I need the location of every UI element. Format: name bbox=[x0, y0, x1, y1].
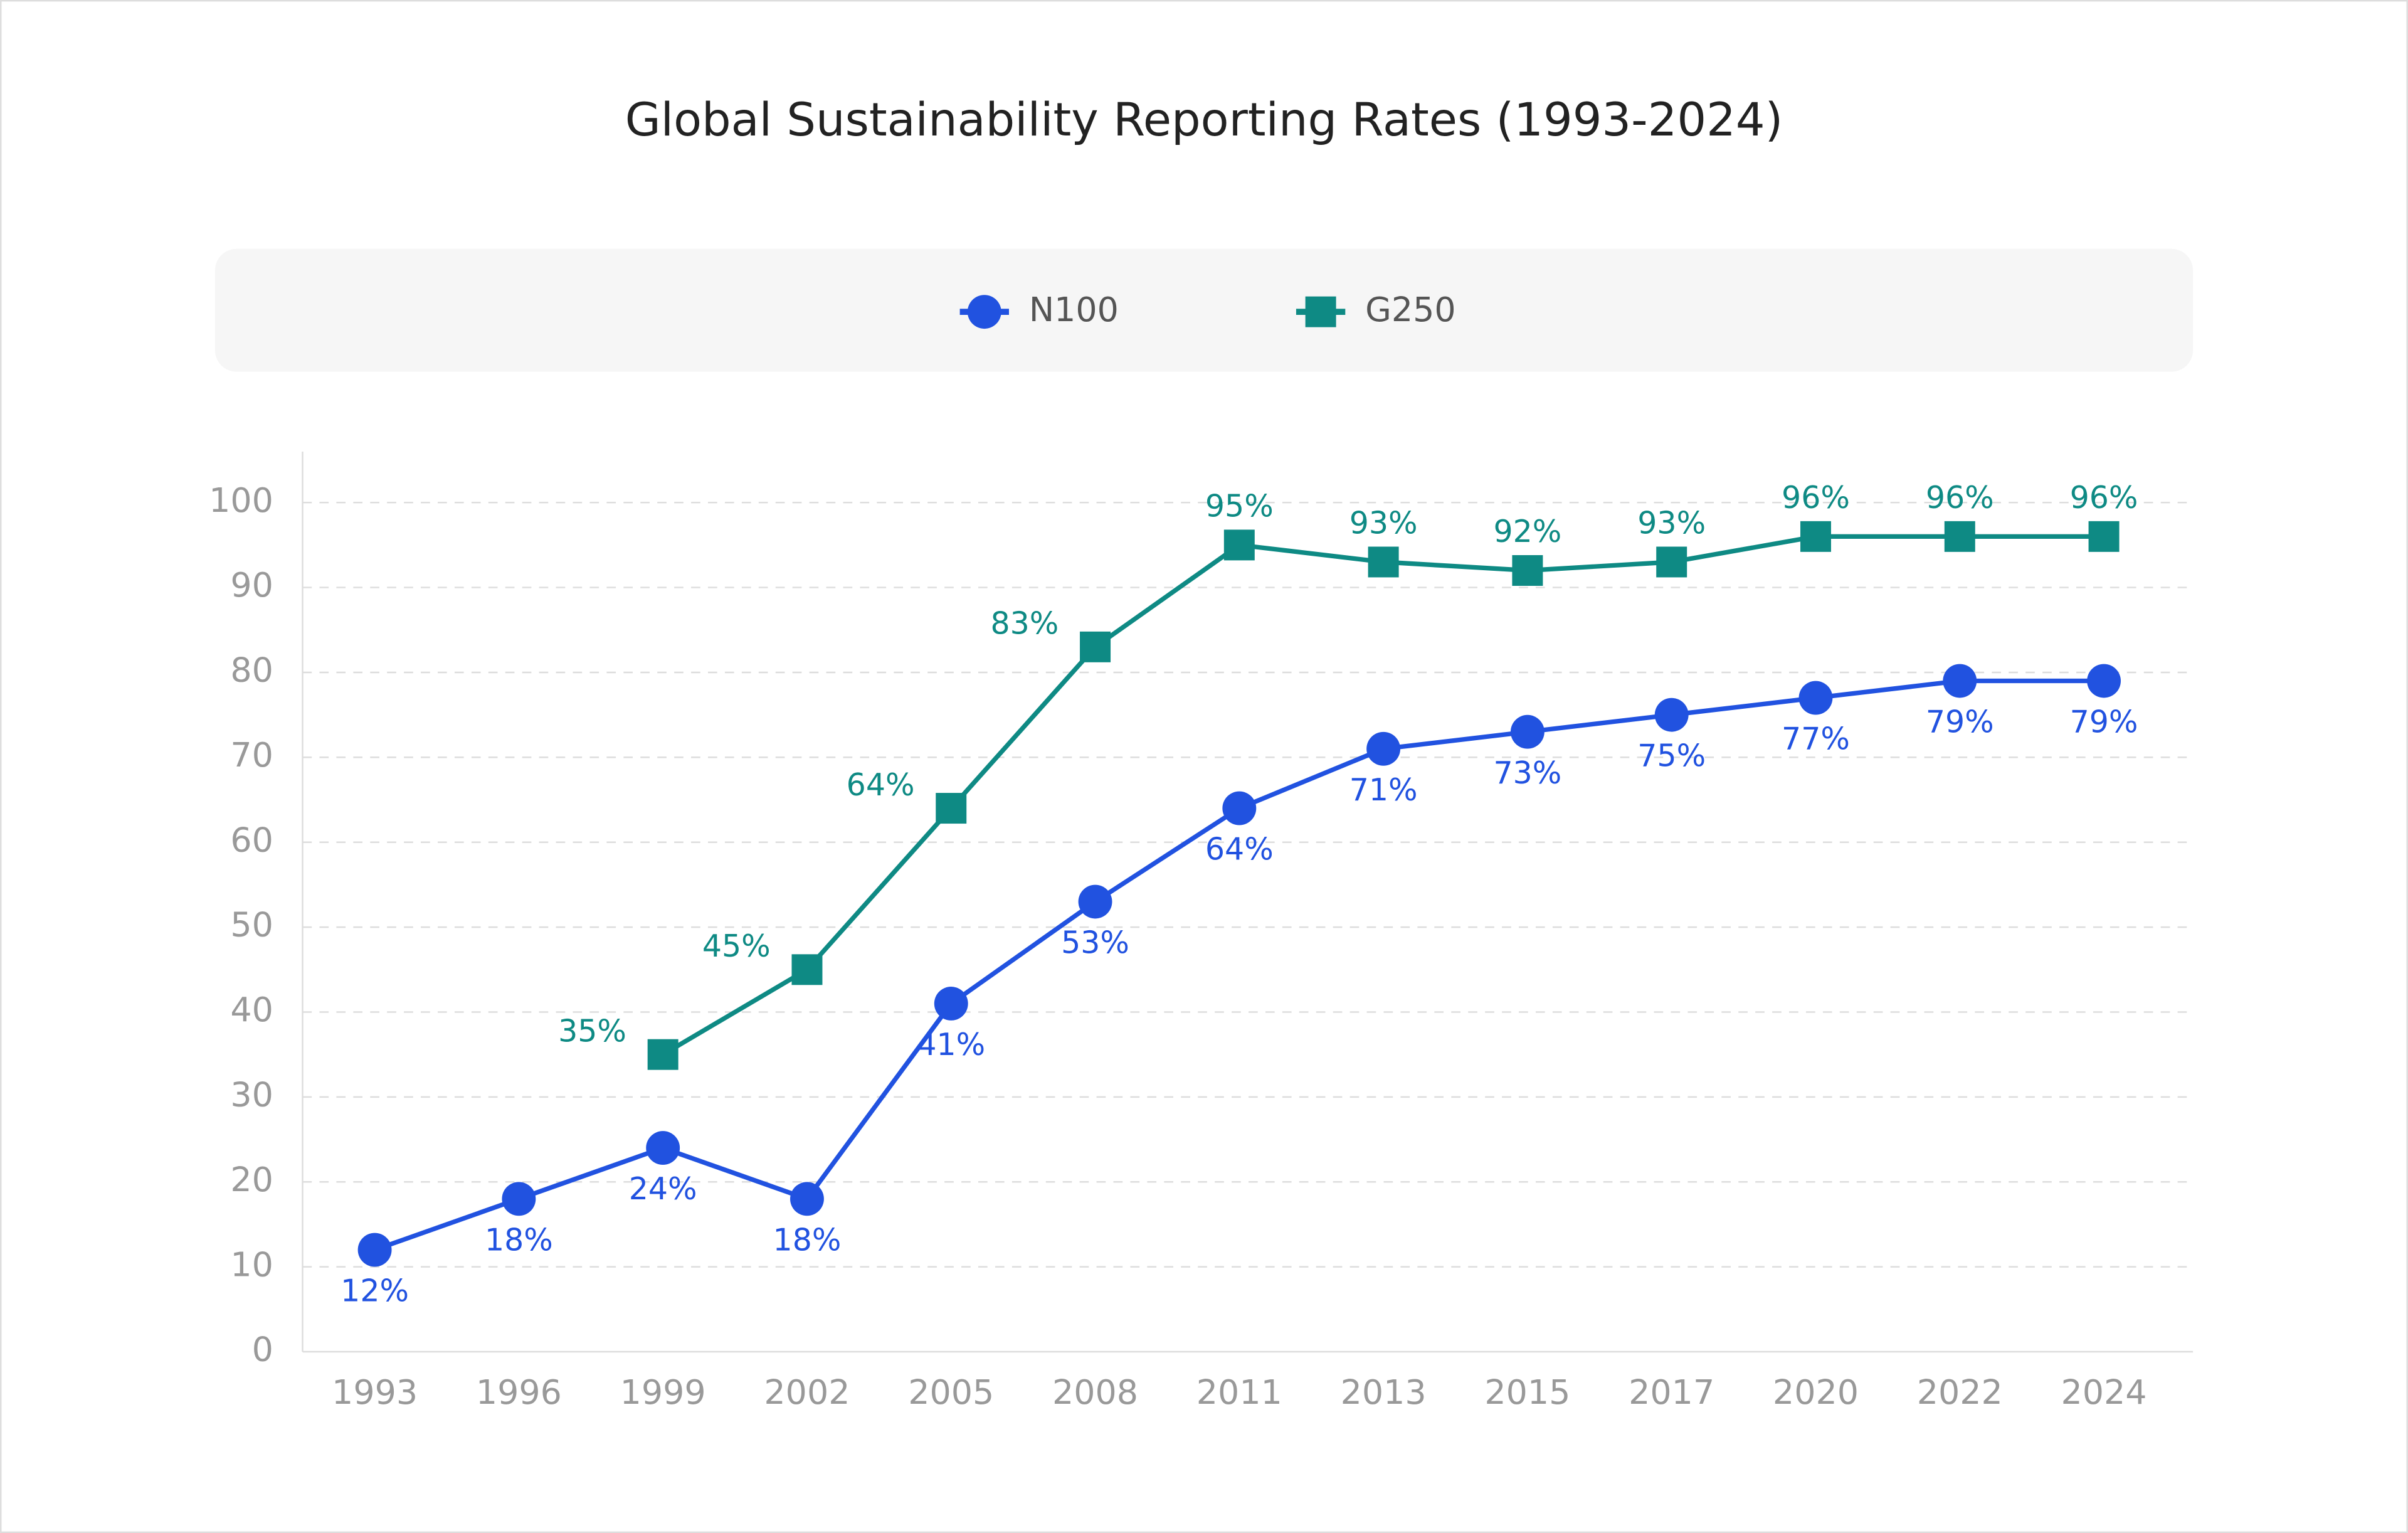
x-tick-label: 2017 bbox=[1629, 1372, 1714, 1412]
data-label: 96% bbox=[1782, 480, 1850, 516]
x-tick-label: 2002 bbox=[764, 1372, 850, 1412]
x-tick-label: 2015 bbox=[1484, 1372, 1570, 1412]
data-point bbox=[646, 1131, 680, 1165]
data-label: 79% bbox=[1926, 704, 1994, 740]
y-tick-label: 20 bbox=[230, 1160, 273, 1199]
data-point bbox=[1943, 664, 1977, 698]
y-tick-label: 50 bbox=[230, 905, 273, 945]
data-label: 45% bbox=[702, 928, 771, 964]
data-label: 77% bbox=[1782, 721, 1850, 757]
data-point bbox=[1223, 529, 1255, 561]
x-tick-label: 1996 bbox=[476, 1372, 562, 1412]
data-label: 18% bbox=[773, 1222, 842, 1258]
y-tick-label: 40 bbox=[230, 990, 273, 1029]
data-point bbox=[2088, 521, 2120, 552]
y-tick-label: 10 bbox=[230, 1244, 273, 1284]
data-point bbox=[502, 1182, 536, 1216]
data-point bbox=[1656, 546, 1687, 578]
data-point bbox=[1510, 714, 1545, 749]
y-tick-label: 70 bbox=[230, 735, 273, 775]
y-tick-label: 90 bbox=[230, 565, 273, 605]
data-label: 53% bbox=[1061, 925, 1129, 961]
data-label: 92% bbox=[1493, 514, 1561, 549]
data-label: 64% bbox=[847, 767, 915, 803]
legend-marker bbox=[1305, 296, 1336, 327]
data-point bbox=[2087, 664, 2121, 698]
data-point bbox=[1080, 631, 1111, 662]
y-tick-label: 100 bbox=[209, 480, 273, 520]
data-label: 12% bbox=[341, 1273, 409, 1309]
data-point bbox=[936, 793, 967, 824]
x-tick-label: 2024 bbox=[2061, 1372, 2147, 1412]
x-tick-label: 2005 bbox=[908, 1372, 994, 1412]
x-tick-label: 2011 bbox=[1196, 1372, 1282, 1412]
data-point bbox=[1512, 555, 1543, 586]
data-point bbox=[1800, 521, 1831, 552]
data-point bbox=[790, 1182, 824, 1216]
legend-label: G250 bbox=[1365, 290, 1456, 329]
data-label: 41% bbox=[917, 1027, 985, 1063]
data-label: 93% bbox=[1637, 506, 1706, 541]
data-point bbox=[1798, 681, 1833, 715]
x-tick-label: 2008 bbox=[1052, 1372, 1138, 1412]
data-label: 95% bbox=[1205, 489, 1274, 524]
legend-box bbox=[214, 248, 2194, 372]
x-tick-label: 1993 bbox=[332, 1372, 418, 1412]
x-tick-label: 2022 bbox=[1917, 1372, 2003, 1412]
legend-label: N100 bbox=[1029, 290, 1119, 329]
y-tick-label: 60 bbox=[230, 820, 273, 859]
data-label: 64% bbox=[1205, 832, 1274, 867]
data-point bbox=[1078, 884, 1112, 919]
y-tick-label: 0 bbox=[252, 1330, 273, 1369]
y-tick-label: 30 bbox=[230, 1075, 273, 1115]
x-tick-label: 1999 bbox=[620, 1372, 706, 1412]
data-point bbox=[1944, 521, 1975, 552]
data-label: 35% bbox=[558, 1013, 626, 1049]
data-point bbox=[1654, 698, 1689, 732]
data-label: 96% bbox=[2070, 480, 2138, 516]
data-label: 73% bbox=[1493, 755, 1561, 791]
data-label: 93% bbox=[1349, 506, 1418, 541]
data-point bbox=[791, 954, 823, 985]
data-label: 96% bbox=[1926, 480, 1994, 516]
data-point bbox=[647, 1039, 679, 1070]
data-label: 79% bbox=[2070, 704, 2138, 740]
data-label: 18% bbox=[485, 1222, 553, 1258]
data-label: 71% bbox=[1349, 772, 1418, 808]
data-point bbox=[1222, 791, 1257, 825]
chart-title: Global Sustainability Reporting Rates (1… bbox=[625, 93, 1783, 147]
data-label: 83% bbox=[990, 606, 1059, 642]
legend-marker bbox=[967, 295, 1001, 329]
data-point bbox=[1368, 546, 1399, 578]
data-point bbox=[357, 1233, 392, 1267]
x-tick-label: 2020 bbox=[1773, 1372, 1859, 1412]
data-point bbox=[934, 987, 968, 1021]
y-tick-label: 80 bbox=[230, 650, 273, 690]
data-label: 75% bbox=[1637, 738, 1706, 774]
x-tick-label: 2013 bbox=[1341, 1372, 1427, 1412]
data-label: 24% bbox=[629, 1171, 697, 1207]
data-point bbox=[1366, 731, 1401, 766]
